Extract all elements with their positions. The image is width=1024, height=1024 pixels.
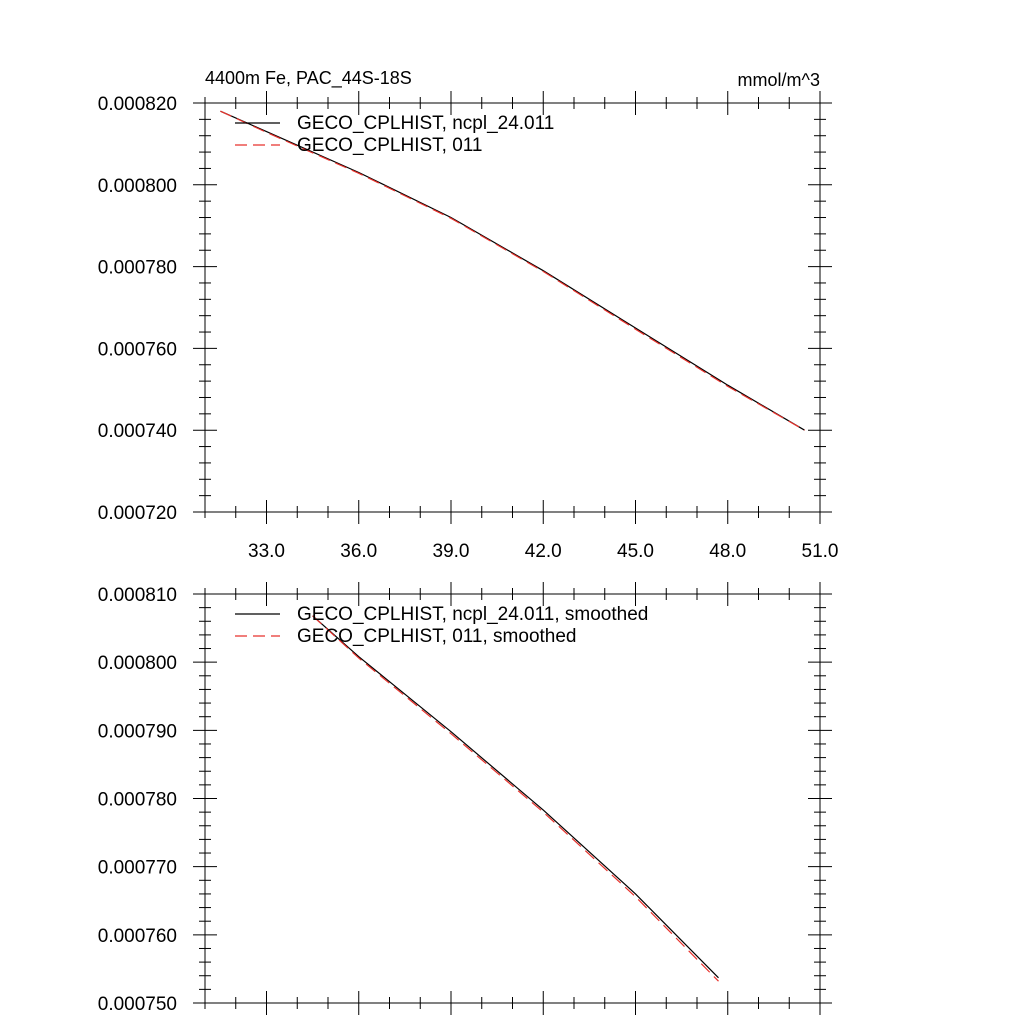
x-tick-label: 36.0 — [340, 541, 377, 562]
x-tick-label: 33.0 — [248, 541, 285, 562]
x-tick-label: 39.0 — [433, 541, 470, 562]
x-tick-label: 51.0 — [802, 541, 839, 562]
legend-label: GECO_CPLHIST, 011 — [297, 135, 483, 156]
chart-title-left: 4400m Fe, PAC_44S-18S — [205, 68, 412, 89]
plot-frame — [204, 102, 821, 513]
y-tick-label: 0.000720 — [98, 503, 177, 524]
series-line-solid — [312, 615, 719, 979]
legend-label: GECO_CPLHIST, ncpl_24.011 — [297, 113, 554, 134]
y-tick-label: 0.000770 — [98, 858, 177, 879]
y-tick-label: 0.000790 — [98, 721, 177, 742]
y-tick-label: 0.000760 — [98, 339, 177, 360]
y-tick-label: 0.000780 — [98, 258, 177, 279]
x-tick-label: 48.0 — [709, 541, 746, 562]
series-line-dashed — [220, 110, 805, 431]
legend-label: GECO_CPLHIST, ncpl_24.011, smoothed — [297, 604, 648, 625]
bottom-line-chart: 0.000750 0.000760 0.000770 0.000780 0.000790… — [98, 582, 832, 1015]
y-tick-label: 0.000810 — [98, 585, 177, 606]
y-tick-label: 0.000800 — [98, 653, 177, 674]
x-tick-label: 42.0 — [525, 541, 562, 562]
chart-units-label: mmol/m^3 — [738, 70, 820, 90]
plot-frame — [204, 593, 821, 1004]
y-tick-label: 0.000750 — [98, 994, 177, 1015]
series-line-solid — [220, 110, 805, 431]
top-line-chart: 0.000720 0.000740 0.000760 0.000780 0.000800… — [98, 91, 839, 562]
y-tick-label: 0.000740 — [98, 421, 177, 442]
y-tick-label: 0.000820 — [98, 94, 177, 115]
y-tick-label: 0.000800 — [98, 176, 177, 197]
y-tick-label: 0.000780 — [98, 790, 177, 811]
x-tick-label: 45.0 — [617, 541, 654, 562]
legend-label: GECO_CPLHIST, 011, smoothed — [297, 626, 577, 647]
series-line-dashed — [312, 615, 719, 982]
y-tick-label: 0.000760 — [98, 926, 177, 947]
